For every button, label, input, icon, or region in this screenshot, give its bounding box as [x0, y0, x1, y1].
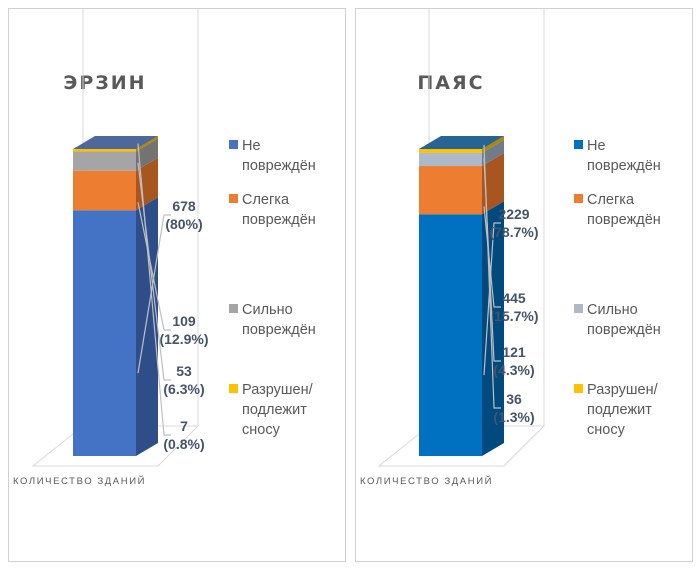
legend-swatch	[229, 140, 238, 149]
legend-swatch	[229, 384, 238, 393]
legend-label: подлежит	[587, 402, 652, 418]
legend-label: Слегка	[587, 192, 635, 208]
bar-segment-side	[482, 153, 504, 215]
chart-svg: ПАЯС КОЛИЧЕСТВО ЗДАНИЙ 2229 (78.7%) Не повреж…	[360, 9, 661, 487]
legend-label: повреждён	[242, 212, 316, 228]
legend-swatch	[574, 384, 583, 393]
data-label-value: 36	[506, 391, 522, 407]
data-label-percent: (78.7%)	[489, 224, 538, 240]
legend-label: Сильно	[587, 302, 638, 318]
leader-line	[483, 222, 501, 376]
bar-segment-front	[73, 149, 136, 152]
legend-label: Слегка	[242, 192, 290, 208]
bar-top-face	[419, 136, 504, 149]
bar-segment-side	[482, 139, 504, 167]
legend-label: повреждён	[587, 158, 661, 174]
legend-swatch	[574, 194, 583, 203]
legend-swatch	[574, 304, 583, 313]
data-label-value: 678	[172, 198, 196, 214]
data-label-value: 2229	[498, 206, 529, 222]
data-label-percent: (80%)	[165, 216, 202, 232]
data-label-percent: (0.8%)	[163, 436, 204, 452]
legend-label: повреждён	[587, 322, 661, 338]
bar-segment-front	[73, 151, 136, 171]
legend-label: Сильно	[242, 302, 293, 318]
x-axis-category-label: КОЛИЧЕСТВО ЗДАНИЙ	[13, 475, 146, 487]
leader-line	[137, 214, 171, 374]
data-label-percent: (15.7%)	[489, 308, 538, 324]
leader-line	[137, 143, 171, 436]
floor	[31, 425, 200, 467]
bar-segment-side	[136, 136, 158, 152]
legend-label: сносу	[587, 422, 626, 438]
bar-top-face	[73, 136, 158, 149]
legend-label: повреждён	[587, 212, 661, 228]
x-axis-category-label: КОЛИЧЕСТВО ЗДАНИЙ	[360, 475, 493, 487]
chart-svg: ЭРЗИН КОЛИЧЕСТВО ЗДАНИЙ 678 (80%) Не повреждё…	[13, 9, 316, 487]
legend-swatch	[229, 304, 238, 313]
data-label-value: 445	[502, 290, 526, 306]
chart-title: ЭРЗИН	[63, 72, 146, 94]
chart-title: ПАЯС	[417, 72, 484, 94]
data-label-value: 7	[180, 418, 188, 434]
data-label-value: 53	[176, 363, 192, 379]
bar-segment-front	[419, 152, 482, 167]
data-label-percent: (6.3%)	[163, 381, 204, 397]
legend-label: подлежит	[242, 402, 307, 418]
data-label-percent: (12.9%)	[159, 331, 208, 347]
legend-label: Не	[587, 138, 606, 154]
legend-label: повреждён	[242, 322, 316, 338]
data-label-percent: (4.3%)	[493, 362, 534, 378]
legend-label: повреждён	[242, 158, 316, 174]
legend-swatch	[229, 194, 238, 203]
legend-label: Разрушен/	[587, 382, 659, 398]
data-label-value: 109	[172, 313, 196, 329]
bar-segment-side	[482, 136, 504, 153]
legend-label: Не	[242, 138, 261, 154]
bar-segment-front	[73, 170, 136, 211]
chart-panel-payas: ПАЯС КОЛИЧЕСТВО ЗДАНИЙ 2229 (78.7%) Не повреж…	[355, 8, 693, 562]
bar-segment-front	[73, 210, 136, 456]
data-label-value: 121	[502, 344, 526, 360]
bar-segment-front	[419, 166, 482, 215]
bar-segment-side	[136, 157, 158, 211]
data-label-percent: (1.3%)	[493, 409, 534, 425]
bar-segment-side	[136, 138, 158, 171]
chart-panel-erzin: ЭРЗИН КОЛИЧЕСТВО ЗДАНИЙ 678 (80%) Не повреждё…	[8, 8, 346, 562]
leader-line	[483, 144, 501, 409]
legend-label: Разрушен/	[242, 382, 314, 398]
bar-segment-front	[419, 149, 482, 153]
bar-segment-front	[419, 214, 482, 456]
legend-label: сносу	[242, 422, 281, 438]
floor	[377, 425, 546, 467]
bar-segment-side	[136, 197, 158, 457]
legend-swatch	[574, 140, 583, 149]
